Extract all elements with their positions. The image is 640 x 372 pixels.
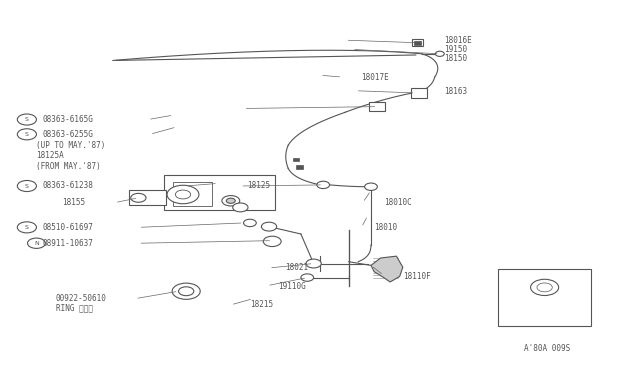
Circle shape	[306, 259, 321, 268]
Text: 00922-50610: 00922-50610	[56, 294, 106, 303]
Text: 08363-6165G: 08363-6165G	[43, 115, 93, 124]
Circle shape	[244, 219, 256, 227]
Text: S: S	[25, 183, 29, 189]
Circle shape	[17, 180, 36, 192]
Text: A'80A 009S: A'80A 009S	[524, 344, 570, 353]
Text: 19110G: 19110G	[278, 282, 307, 291]
Bar	[129, 190, 166, 205]
Circle shape	[17, 222, 36, 233]
Bar	[499, 269, 591, 326]
Bar	[173, 182, 212, 206]
Bar	[164, 175, 275, 210]
Text: 18016E: 18016E	[444, 36, 472, 45]
Circle shape	[17, 129, 36, 140]
Circle shape	[301, 274, 314, 281]
Text: 18125A: 18125A	[36, 151, 64, 160]
Bar	[369, 102, 385, 111]
Text: S: S	[25, 225, 29, 230]
Text: S: S	[25, 132, 29, 137]
Text: 19150: 19150	[444, 45, 467, 54]
Circle shape	[531, 279, 559, 295]
Circle shape	[28, 238, 45, 248]
Text: 18155: 18155	[62, 198, 85, 207]
Text: 18163: 18163	[444, 87, 467, 96]
Text: 18125: 18125	[246, 182, 270, 190]
Bar	[414, 41, 420, 45]
Text: S: S	[25, 117, 29, 122]
Text: 18021: 18021	[285, 263, 308, 272]
Text: 18010C: 18010C	[384, 198, 412, 207]
Circle shape	[317, 181, 330, 189]
Text: RING リング: RING リング	[56, 303, 93, 312]
Text: 08363-6255G: 08363-6255G	[43, 130, 93, 139]
Bar	[292, 158, 299, 161]
Text: 08911-10637: 08911-10637	[43, 239, 93, 248]
Circle shape	[175, 190, 191, 199]
Text: 18010: 18010	[374, 223, 397, 232]
Text: 18150: 18150	[444, 54, 467, 63]
Circle shape	[17, 114, 36, 125]
Bar	[411, 88, 427, 97]
Circle shape	[167, 185, 199, 204]
Circle shape	[227, 198, 236, 203]
Text: 18215: 18215	[250, 300, 273, 310]
Bar	[412, 39, 423, 46]
Circle shape	[537, 283, 552, 292]
Circle shape	[365, 183, 378, 190]
Circle shape	[261, 222, 276, 231]
Text: 08510-61697: 08510-61697	[43, 223, 93, 232]
Text: 18440: 18440	[537, 311, 560, 320]
Text: (FROM MAY.'87): (FROM MAY.'87)	[36, 161, 101, 170]
Circle shape	[263, 236, 281, 247]
Bar	[296, 165, 303, 169]
Circle shape	[233, 203, 248, 212]
Text: 08363-61238: 08363-61238	[43, 182, 93, 190]
Circle shape	[179, 287, 194, 296]
Circle shape	[172, 283, 200, 299]
Circle shape	[131, 193, 146, 202]
Text: 18110F: 18110F	[403, 272, 431, 281]
Polygon shape	[371, 256, 403, 282]
Circle shape	[435, 51, 444, 57]
Text: (UP TO MAY.'87): (UP TO MAY.'87)	[36, 141, 106, 150]
Circle shape	[222, 196, 240, 206]
Text: N: N	[34, 241, 39, 246]
Text: 18017E: 18017E	[362, 73, 389, 81]
